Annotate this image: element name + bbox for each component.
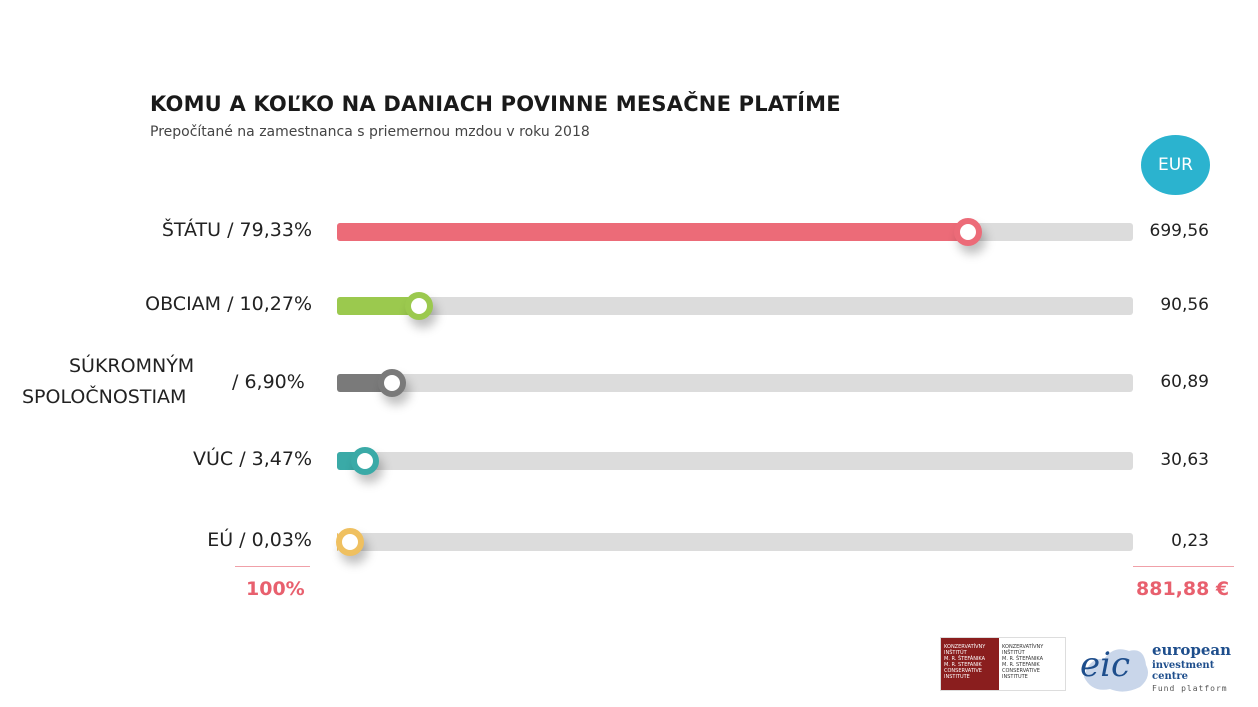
category-label: ŠTÁTU / 79,33% [161,219,312,241]
bar-marker [377,369,406,397]
category-label: VÚC / 3,47% [192,448,312,470]
category-label: SÚKROMNÝM [69,355,195,377]
kisf-plain-line: M. R. ŠTEFÁNIKA [1002,656,1044,662]
kisf-red-line: KONZERVATÍVNY [944,644,986,650]
chart-title: KOMU A KOĽKO NA DANIACH POVINNE MESAČNE … [150,92,841,116]
bar-marker [404,292,433,320]
eic-logo: eic european investment centre Fund plat… [1074,637,1249,697]
kisf-logo-plain: KONZERVATÍVNY INŠTITÚT M. R. ŠTEFÁNIKA M… [999,638,1065,690]
bar-track [337,374,1133,392]
category-label: EÚ / 0,03% [207,529,312,551]
chart-subtitle: Prepočítané na zamestnanca s priemernou … [150,124,590,140]
kisf-red-line: INŠTITÚT [944,650,967,656]
bar-track [337,297,1133,315]
kisf-logo: KONZERVATÍVNY INŠTITÚT M. R. ŠTEFÁNIKA M… [940,637,1066,691]
total-percent: 100% [246,578,305,600]
category-label: / 6,90% [232,371,305,393]
bar-track [337,533,1133,551]
kisf-plain-line: INŠTITÚT [1002,650,1025,656]
bar-fill [337,297,419,315]
kisf-red-line: INSTITUTE [944,674,970,680]
category-label: SPOLOČNOSTIAM [22,386,187,408]
eic-fund: Fund platform [1152,684,1228,693]
bar-track [337,452,1133,470]
bar-fill [337,223,969,241]
value-label: 699,56 [1149,221,1209,241]
kisf-logo-red: KONZERVATÍVNY INŠTITÚT M. R. ŠTEFÁNIKA M… [941,638,999,690]
kisf-plain-line: INSTITUTE [1002,674,1028,680]
value-label: 60,89 [1160,372,1209,392]
value-label: 30,63 [1160,450,1209,470]
value-label: 0,23 [1171,531,1209,551]
kisf-red-line: M. R. STEFANIK [944,662,982,668]
bar-marker [954,218,983,246]
value-label: 90,56 [1160,295,1209,315]
bar-marker [350,447,379,475]
kisf-plain-line: KONZERVATÍVNY [1002,644,1044,650]
kisf-plain-line: CONSERVATIVE [1002,668,1040,674]
eic-mark: eic [1080,645,1131,685]
kisf-red-line: M. R. ŠTEFÁNIKA [944,656,986,662]
total-value: 881,88 € [1136,578,1230,600]
total-value-line [1133,566,1234,567]
kisf-plain-line: M. R. STEFANIK [1002,662,1040,668]
bar-marker [336,528,364,556]
eic-subtitle: investment centre [1152,660,1215,682]
category-label: OBCIAM / 10,27% [145,293,312,315]
europe-map-icon [1084,649,1148,692]
total-percent-line [235,566,310,567]
kisf-red-line: CONSERVATIVE [944,668,982,674]
unit-badge: EUR [1141,135,1210,195]
eic-name: european [1152,641,1232,659]
